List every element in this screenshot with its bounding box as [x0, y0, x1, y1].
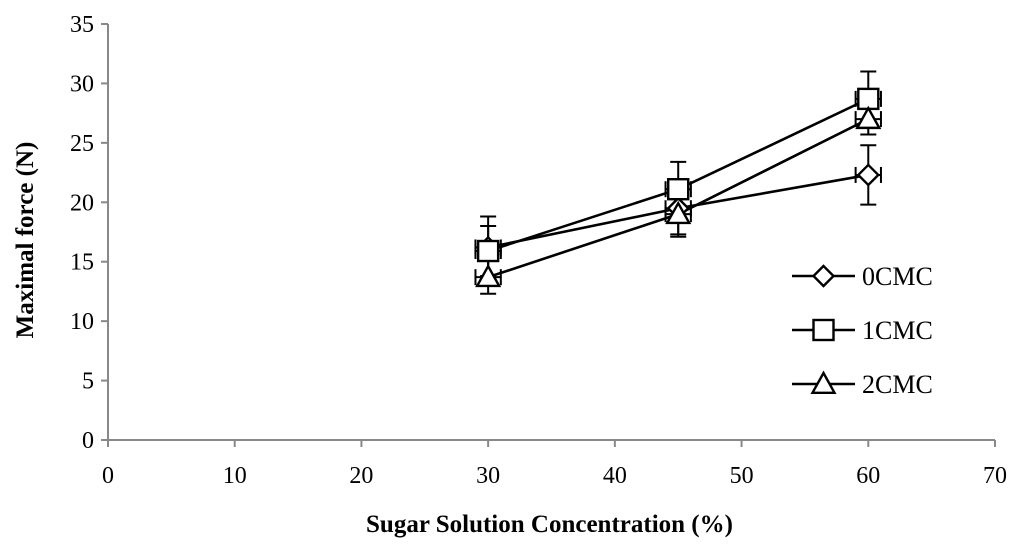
x-ticks: 0 10 20 30 40 50 60 70 — [102, 440, 1007, 489]
legend-label: 2CMC — [862, 370, 933, 399]
legend-item-1CMC: 1CMC — [792, 316, 933, 345]
x-tick-label: 60 — [856, 463, 880, 489]
legend-item-2CMC: 2CMC — [792, 370, 933, 399]
x-tick-label: 70 — [983, 463, 1007, 489]
legend-marker-square — [812, 318, 835, 342]
series-layer — [474, 70, 882, 295]
x-axis-title: Sugar Solution Concentration (%) — [366, 511, 733, 538]
data-point-2CMC — [665, 200, 692, 225]
y-tick-label: 0 — [82, 428, 94, 454]
error-bars-1CMC — [474, 70, 882, 277]
data-point-1CMC — [667, 178, 690, 201]
axes: 0 5 10 15 20 25 30 35 0 10 20 30 40 50 60 70 — [70, 12, 1007, 489]
legend-marker-diamond — [811, 264, 836, 288]
x-tick-label: 30 — [476, 463, 500, 489]
legend-label: 1CMC — [862, 316, 933, 345]
y-tick-label: 10 — [70, 309, 94, 335]
x-tick-label: 50 — [730, 463, 754, 489]
y-tick-label: 25 — [70, 131, 94, 157]
data-point-2CMC — [475, 263, 502, 288]
data-point-1CMC — [476, 239, 500, 263]
y-axis-title: Maximal force (N) — [12, 142, 39, 339]
data-point-0CMC — [856, 163, 880, 187]
legend: 0CMC 1CMC 2CMC — [792, 262, 933, 399]
x-tick-label: 40 — [603, 463, 627, 489]
markers-2CMC — [475, 105, 882, 288]
y-tick-label: 5 — [82, 369, 94, 395]
legend-item-0CMC: 0CMC — [792, 262, 933, 291]
x-tick-label: 10 — [223, 463, 247, 489]
y-tick-label: 20 — [70, 190, 94, 216]
x-tick-label: 20 — [349, 463, 373, 489]
y-ticks: 0 5 10 15 20 25 30 35 — [70, 12, 108, 454]
data-point-2CMC — [855, 105, 882, 130]
y-tick-label: 30 — [70, 71, 94, 97]
legend-marker-triangle — [810, 370, 837, 394]
legend-label: 0CMC — [862, 262, 933, 291]
y-tick-label: 15 — [70, 250, 94, 276]
y-tick-label: 35 — [70, 12, 94, 38]
x-tick-label: 0 — [102, 463, 114, 489]
